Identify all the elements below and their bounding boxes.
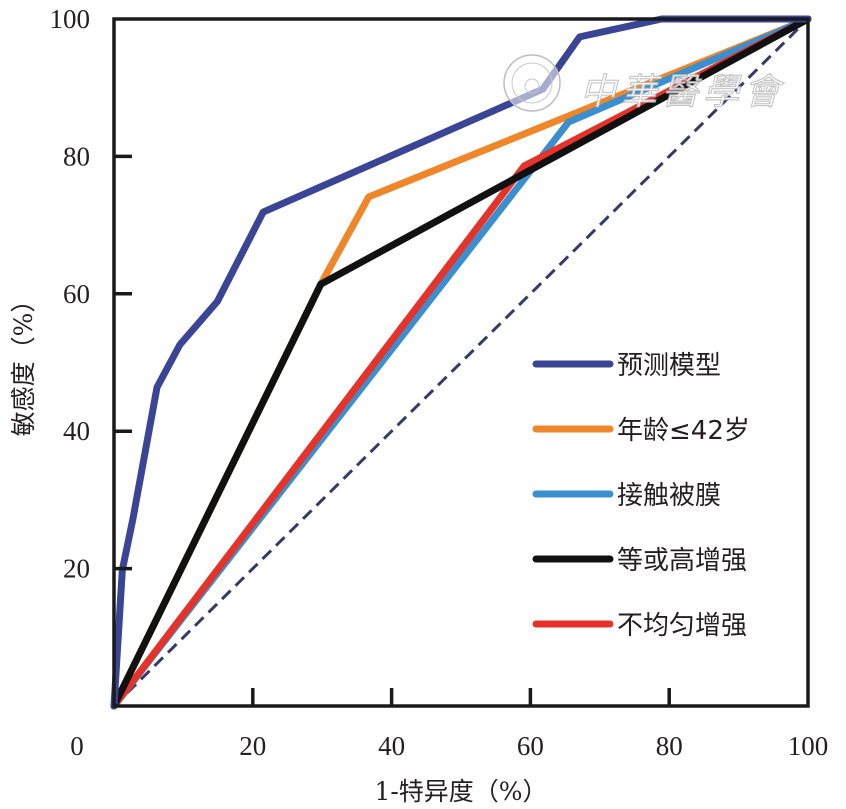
legend-item: 接触被膜 [532,481,721,511]
axis-ticks [114,154,671,706]
y-tick-label: 100 [50,4,91,34]
legend-item: 预测模型 [532,351,721,381]
y-tick-label: 60 [63,279,90,309]
plot-frame [112,17,810,708]
legend-label: 等或高增强 [617,546,747,576]
watermark-text: 中華醫學會 [580,72,785,113]
reference-diagonal-line [112,17,810,708]
x-axis-title: 1-特异度（%） [374,777,547,806]
series-line-1 [110,15,812,710]
legend-label: 年龄≤42岁 [617,416,750,446]
x-tick-label: 100 [788,731,829,761]
y-tick-label: 20 [63,554,90,584]
y-tick-label: 80 [63,141,90,171]
x-tick-label: 20 [239,731,266,761]
x-tick-label: 60 [517,731,544,761]
legend-label: 接触被膜 [617,481,721,511]
y-axis-title: 敏感度（%） [9,288,38,437]
x-tick-label: 80 [656,731,683,761]
series-layer [110,15,812,710]
legend-item: 年龄≤42岁 [532,416,750,446]
legend-label: 不均匀增强 [617,611,747,641]
legend-item: 等或高增强 [532,546,747,576]
x-tick-label: 40 [378,731,405,761]
legend-label: 预测模型 [617,351,721,381]
watermark-seal-icon [503,54,561,112]
x-tick-label: 0 [70,731,84,761]
tick-labels: 0 20 40 60 80 100 20 40 60 80 100 [50,4,829,761]
watermark: 中華醫學會 [503,54,785,114]
y-tick-label: 40 [63,416,90,446]
series-line-4 [110,15,812,710]
legend-item: 不均匀增强 [532,611,747,641]
